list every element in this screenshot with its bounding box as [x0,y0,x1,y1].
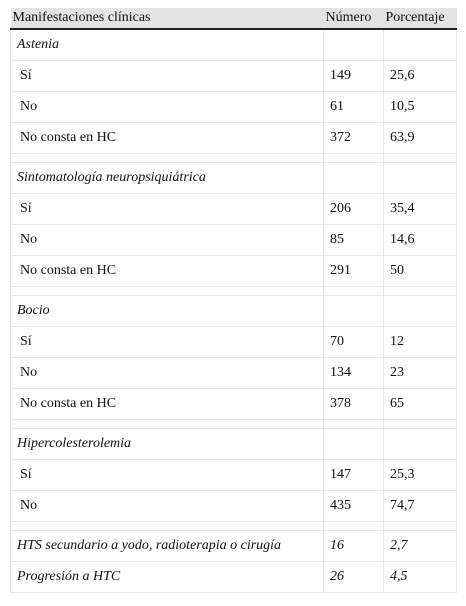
manifestation-cell [10,419,324,429]
percent-cell [383,521,457,531]
manifestation-cell: Sí [10,60,324,92]
manifestation-cell: Progresión a HTC [10,561,324,593]
table-row: Sí 149 25,6 [10,60,457,92]
category-row: Hipercolesterolemia [10,428,457,460]
count-cell [323,419,384,429]
count-cell: 149 [323,60,384,92]
percent-cell: 65 [383,388,457,420]
manifestation-cell: Astenia [10,29,324,61]
percent-cell: 14,6 [383,224,457,256]
percent-cell: 10,5 [383,91,457,123]
percent-cell: 2,7 [383,530,457,562]
manifestation-cell: No consta en HC [10,388,324,420]
category-row: Bocio [10,295,457,327]
manifestation-cell [10,153,324,163]
table-row: No consta en HC 291 50 [10,255,457,287]
percent-cell: 35,4 [383,193,457,225]
category-row: Astenia [10,29,457,61]
count-cell: 206 [323,193,384,225]
percent-cell: 50 [383,255,457,287]
table-row: No 435 74,7 [10,490,457,522]
manifestation-cell: Hipercolesterolemia [10,428,324,460]
percent-cell [383,153,457,163]
manifestation-cell: Bocio [10,295,324,327]
table-row: No 134 23 [10,357,457,389]
category-row: Progresión a HTC 26 4,5 [10,561,457,593]
table-row: Sí 206 35,4 [10,193,457,225]
manifestation-cell [10,286,324,296]
clinical-manifestations-table: Manifestaciones clínicas Número Porcenta… [10,8,457,593]
spacer-row [10,521,457,531]
percent-cell: 25,6 [383,60,457,92]
table-row: No 61 10,5 [10,91,457,123]
spacer-row [10,153,457,163]
percent-cell: 23 [383,357,457,389]
header-porcentaje: Porcentaje [383,8,457,30]
count-cell [323,153,384,163]
percent-cell: 25,3 [383,459,457,491]
manifestation-cell: No consta en HC [10,122,324,154]
percent-cell: 74,7 [383,490,457,522]
manifestation-cell: No [10,224,324,256]
count-cell [323,29,384,61]
manifestation-cell: Sí [10,193,324,225]
count-cell [323,428,384,460]
count-cell: 372 [323,122,384,154]
manifestation-cell: No [10,91,324,123]
count-cell: 134 [323,357,384,389]
count-cell: 16 [323,530,384,562]
percent-cell [383,29,457,61]
manifestation-cell: No [10,357,324,389]
table-row: Sí 70 12 [10,326,457,358]
count-cell: 291 [323,255,384,287]
manifestation-cell: Sí [10,326,324,358]
percent-cell [383,286,457,296]
count-cell: 26 [323,561,384,593]
manifestation-cell: Sí [10,459,324,491]
percent-cell [383,162,457,194]
spacer-row [10,286,457,296]
count-cell: 147 [323,459,384,491]
table-row: No consta en HC 372 63,9 [10,122,457,154]
count-cell: 70 [323,326,384,358]
manifestation-cell: HTS secundario a yodo, radioterapia o ci… [10,530,324,562]
manifestation-cell [10,521,324,531]
percent-cell: 12 [383,326,457,358]
count-cell: 435 [323,490,384,522]
count-cell: 61 [323,91,384,123]
percent-cell [383,428,457,460]
count-cell: 85 [323,224,384,256]
table-row: Sí 147 25,3 [10,459,457,491]
spacer-row [10,419,457,429]
percent-cell [383,419,457,429]
percent-cell [383,295,457,327]
count-cell [323,162,384,194]
table-row: No 85 14,6 [10,224,457,256]
manifestation-cell: Sintomatología neuropsiquiátrica [10,162,324,194]
table-body: Astenia Sí 149 25,6 No 61 10,5 No consta en HC 3… [10,29,457,593]
count-cell: 378 [323,388,384,420]
table-header: Manifestaciones clínicas Número Porcenta… [10,8,457,30]
count-cell [323,286,384,296]
header-row: Manifestaciones clínicas Número Porcenta… [10,8,457,30]
table-row: No consta en HC 378 65 [10,388,457,420]
manifestation-cell: No [10,490,324,522]
manifestation-cell: No consta en HC [10,255,324,287]
percent-cell: 4,5 [383,561,457,593]
category-row: HTS secundario a yodo, radioterapia o ci… [10,530,457,562]
header-manifestaciones: Manifestaciones clínicas [10,8,324,30]
percent-cell: 63,9 [383,122,457,154]
category-row: Sintomatología neuropsiquiátrica [10,162,457,194]
count-cell [323,295,384,327]
header-numero: Número [323,8,384,30]
count-cell [323,521,384,531]
